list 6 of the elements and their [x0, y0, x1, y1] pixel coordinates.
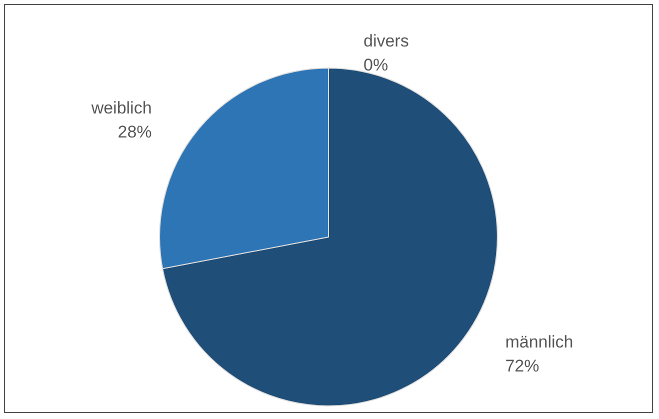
data-label: 72% — [505, 356, 540, 376]
slice-label: weiblich — [90, 98, 152, 118]
slice-label: männlich — [505, 332, 574, 352]
text: 0% — [364, 56, 388, 75]
category-label: divers — [364, 32, 409, 51]
data-label: 28% — [118, 122, 152, 142]
